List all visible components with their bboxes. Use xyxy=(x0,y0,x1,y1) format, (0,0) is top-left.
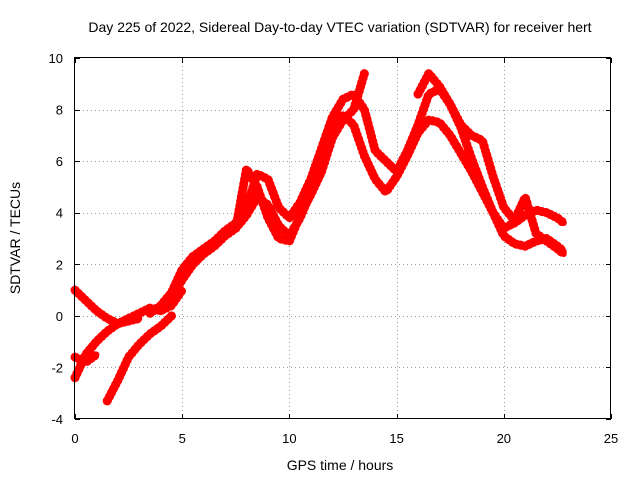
y-axis-label: SDTVAR / TECUs xyxy=(7,182,23,294)
x-tick-label: 15 xyxy=(389,431,403,446)
x-tick-label: 5 xyxy=(179,431,186,446)
y-tick-label: 2 xyxy=(56,257,63,272)
y-tick-label: 10 xyxy=(49,51,63,66)
x-tick-label: 10 xyxy=(282,431,296,446)
y-tick-label: 8 xyxy=(56,103,63,118)
x-tick-label: 25 xyxy=(604,431,618,446)
x-axis-label: GPS time / hours xyxy=(287,457,394,473)
y-tick-labels: -4 -2 0 2 4 6 8 10 xyxy=(49,51,63,427)
series-markers-track-6 xyxy=(156,110,569,316)
x-tick-label: 0 xyxy=(71,431,78,446)
series-markers-track-8 xyxy=(413,69,569,259)
y-tick-label: -2 xyxy=(51,360,63,375)
series-markers-track-7 xyxy=(231,69,369,246)
plot-frame xyxy=(74,57,611,419)
series-markers-track-2 xyxy=(70,313,144,383)
y-tick-label: 6 xyxy=(56,154,63,169)
grid-lines xyxy=(75,58,611,419)
axis-ticks xyxy=(75,58,612,420)
y-tick-label: 4 xyxy=(56,206,63,221)
data-series xyxy=(70,69,569,406)
y-tick-label: 0 xyxy=(56,309,63,324)
series-markers-track-4 xyxy=(102,311,176,406)
y-tick-label: -4 xyxy=(51,412,63,427)
x-tick-labels: 0 5 10 15 20 25 xyxy=(71,431,618,446)
chart-title: Day 225 of 2022, Sidereal Day-to-day VTE… xyxy=(88,19,591,35)
series-markers-track-3 xyxy=(70,350,101,367)
x-tick-label: 20 xyxy=(497,431,511,446)
